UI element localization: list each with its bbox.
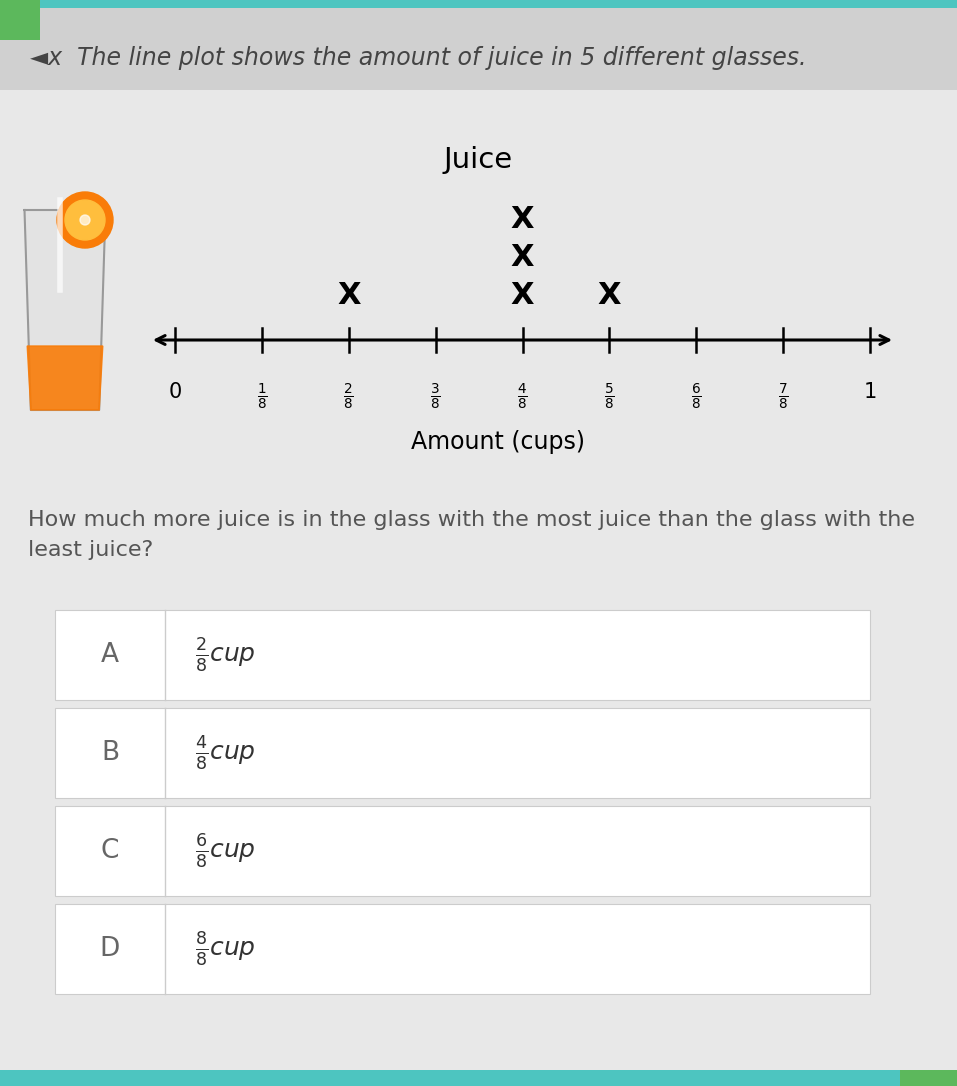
Text: $\frac{4}{8}$: $\frac{4}{8}$ xyxy=(517,382,528,412)
Text: How much more juice is in the glass with the most juice than the glass with the: How much more juice is in the glass with… xyxy=(28,510,915,530)
Bar xyxy=(0,0,957,8)
Text: $\frac{4}{8} cup$: $\frac{4}{8} cup$ xyxy=(195,734,256,772)
Text: $\frac{8}{8} cup$: $\frac{8}{8} cup$ xyxy=(195,930,256,968)
Text: X: X xyxy=(597,281,621,310)
Bar xyxy=(0,1070,957,1086)
Text: $\frac{1}{8}$: $\frac{1}{8}$ xyxy=(256,382,267,412)
FancyBboxPatch shape xyxy=(55,806,870,896)
Text: X: X xyxy=(511,205,534,233)
Text: C: C xyxy=(100,838,120,864)
Text: $\frac{2}{8} cup$: $\frac{2}{8} cup$ xyxy=(195,636,256,674)
Text: $\frac{3}{8}$: $\frac{3}{8}$ xyxy=(431,382,441,412)
Text: X: X xyxy=(511,281,534,310)
Text: 1: 1 xyxy=(863,382,877,402)
FancyBboxPatch shape xyxy=(55,610,870,700)
Text: X: X xyxy=(337,281,361,310)
Text: ◄x  The line plot shows the amount of juice in 5 different glasses.: ◄x The line plot shows the amount of jui… xyxy=(30,46,807,70)
Circle shape xyxy=(80,215,90,225)
Text: least juice?: least juice? xyxy=(28,540,153,560)
Text: Amount (cups): Amount (cups) xyxy=(411,430,585,454)
Text: $\frac{6}{8} cup$: $\frac{6}{8} cup$ xyxy=(195,832,256,870)
Text: Juice: Juice xyxy=(444,146,513,174)
Text: $\frac{2}{8}$: $\frac{2}{8}$ xyxy=(344,382,354,412)
Bar xyxy=(0,8,957,90)
Bar xyxy=(0,0,40,40)
FancyBboxPatch shape xyxy=(55,708,870,798)
Text: B: B xyxy=(100,740,119,766)
Text: $\frac{6}{8}$: $\frac{6}{8}$ xyxy=(691,382,701,412)
Circle shape xyxy=(57,192,113,248)
Bar xyxy=(900,1070,957,1086)
FancyBboxPatch shape xyxy=(55,904,870,994)
Text: X: X xyxy=(511,243,534,272)
Text: 0: 0 xyxy=(168,382,182,402)
Polygon shape xyxy=(25,210,105,411)
Polygon shape xyxy=(27,346,102,411)
Text: $\frac{5}{8}$: $\frac{5}{8}$ xyxy=(604,382,614,412)
Text: $\frac{7}{8}$: $\frac{7}{8}$ xyxy=(778,382,789,412)
Circle shape xyxy=(65,200,105,240)
Text: D: D xyxy=(100,936,121,962)
Text: A: A xyxy=(101,642,119,668)
